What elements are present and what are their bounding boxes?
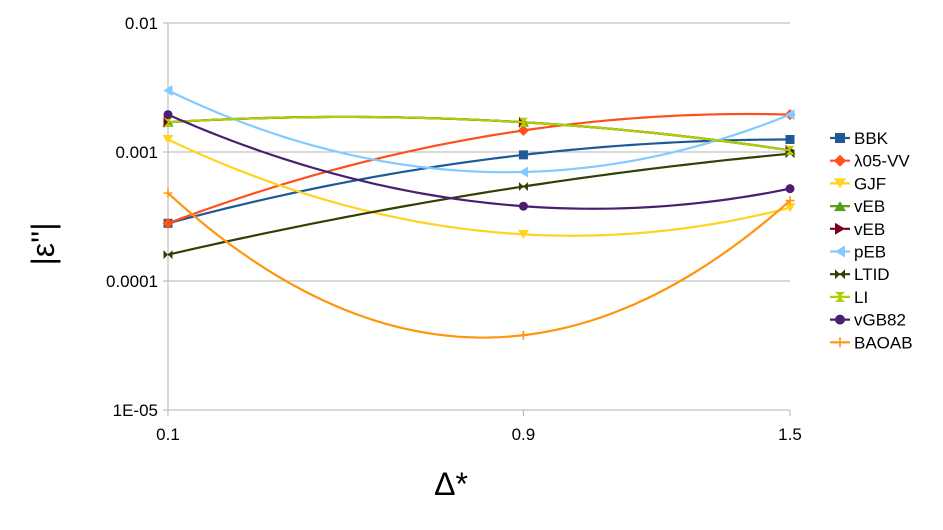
x-tick-label: 1.5 xyxy=(778,425,802,444)
series-6 xyxy=(163,149,795,260)
series-7 xyxy=(163,115,795,155)
legend-item: BAOAB xyxy=(830,333,913,352)
legend-item: LTID xyxy=(830,265,890,284)
data-point xyxy=(163,188,173,198)
series-line xyxy=(167,113,791,210)
legend-item: LI xyxy=(830,288,868,307)
y-axis-title: |ε''| xyxy=(25,222,61,265)
data-point xyxy=(162,134,174,144)
data-point xyxy=(518,330,528,340)
data-point xyxy=(163,250,173,260)
tick-labels: 1E-05 0.0001 0.001 0.01 0.1 0.9 1.5 xyxy=(106,14,802,444)
data-point xyxy=(835,133,845,143)
legend-label: BAOAB xyxy=(854,333,913,352)
series-line xyxy=(167,138,791,225)
series-8 xyxy=(163,110,795,211)
grid-lines xyxy=(168,22,790,411)
data-point xyxy=(834,201,846,212)
data-point xyxy=(835,314,845,325)
series-line xyxy=(167,115,791,152)
legend-label: LTID xyxy=(854,265,890,284)
data-point xyxy=(162,217,174,229)
data-point xyxy=(518,182,528,192)
y-tick-label: 1E-05 xyxy=(113,401,158,420)
legend-label: vGB82 xyxy=(854,311,906,330)
y-tick-label: 0.01 xyxy=(125,14,158,33)
data-point xyxy=(517,229,529,239)
data-point xyxy=(835,245,845,258)
legend-label: λ05-VV xyxy=(854,152,910,171)
data-point xyxy=(163,110,173,120)
series-line xyxy=(167,89,791,174)
legend-label: GJF xyxy=(854,174,886,193)
series-2 xyxy=(162,134,796,239)
x-axis-title: Δ* xyxy=(434,466,468,502)
series-9 xyxy=(163,188,795,340)
legend-item: pEB xyxy=(830,243,886,262)
data-point xyxy=(785,145,795,155)
data-point xyxy=(518,117,528,127)
data-point xyxy=(784,203,796,213)
series-line xyxy=(167,138,791,237)
data-point xyxy=(835,269,845,280)
legend-item: vEB xyxy=(830,220,885,239)
data-point xyxy=(835,337,845,348)
data-point xyxy=(835,222,845,235)
data-point xyxy=(785,184,795,194)
series-line xyxy=(167,152,791,256)
data-point xyxy=(163,117,173,127)
legend-label: pEB xyxy=(854,243,886,262)
legend-item: GJF xyxy=(830,174,886,193)
data-point xyxy=(517,124,529,136)
axes xyxy=(163,22,791,416)
data-point xyxy=(785,109,795,121)
legend: BBK λ05-VV GJF vEB vEB pEB LTID LI vGB82 BAOAB xyxy=(830,129,913,352)
series-lines xyxy=(162,84,796,340)
series-0 xyxy=(163,134,795,228)
y-tick-label: 0.0001 xyxy=(106,272,158,291)
legend-label: vEB xyxy=(854,220,885,239)
data-point xyxy=(518,166,528,178)
legend-item: λ05-VV xyxy=(830,152,910,171)
data-point xyxy=(834,154,846,167)
y-tick-label: 0.001 xyxy=(115,143,158,162)
legend-label: vEB xyxy=(854,197,885,216)
legend-item: vGB82 xyxy=(830,311,906,330)
data-point xyxy=(785,196,795,206)
legend-label: BBK xyxy=(854,129,889,148)
data-point xyxy=(785,134,795,144)
data-point xyxy=(835,291,845,302)
data-point xyxy=(834,178,846,189)
series-line xyxy=(167,112,791,225)
series-5 xyxy=(163,84,795,178)
x-tick-label: 0.1 xyxy=(156,425,180,444)
legend-label: LI xyxy=(854,288,868,307)
legend-item: vEB xyxy=(830,197,885,216)
data-point xyxy=(518,201,528,211)
data-point xyxy=(518,150,528,160)
x-tick-label: 0.9 xyxy=(512,425,536,444)
data-point xyxy=(163,84,173,96)
series-line xyxy=(167,192,791,339)
legend-item: BBK xyxy=(830,129,889,148)
